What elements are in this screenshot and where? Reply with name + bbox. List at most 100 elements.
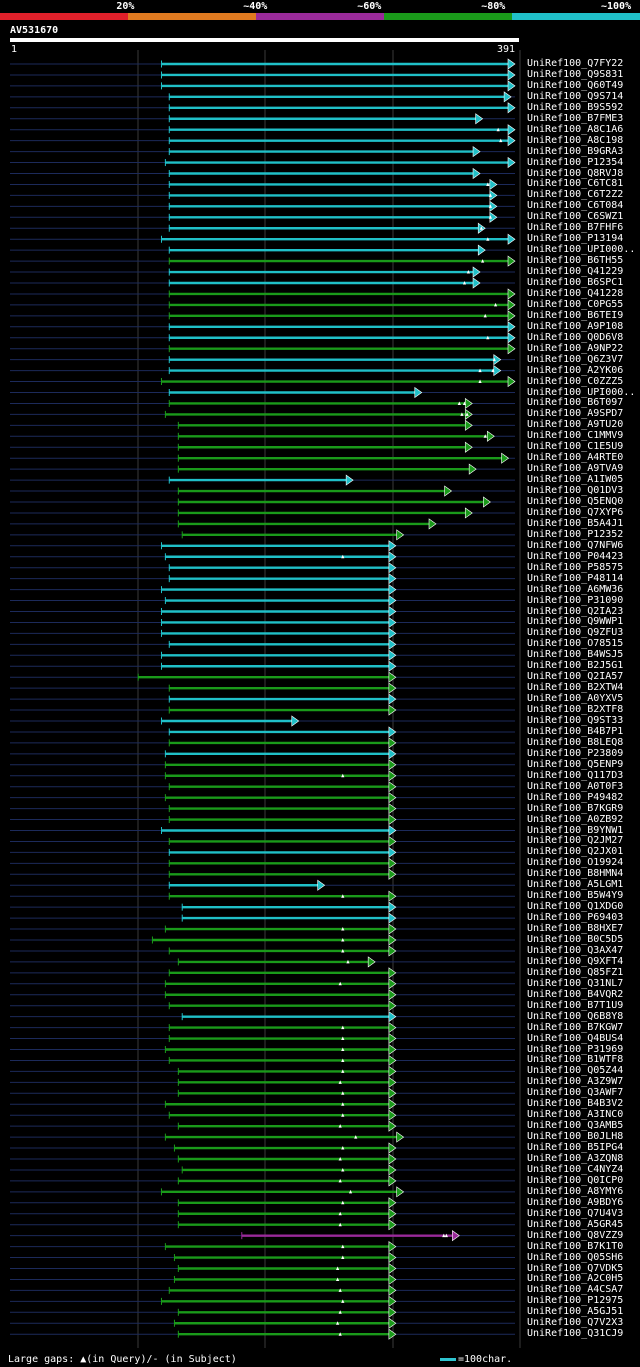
hit-label[interactable]: UniRef100_Q05SH6	[527, 1251, 624, 1263]
hit-label[interactable]: UniRef100_A8YMY6	[527, 1185, 624, 1197]
hit-label[interactable]: UniRef100_B7K1T0	[527, 1240, 624, 1252]
hit-label[interactable]: UniRef100_P58575	[527, 561, 624, 573]
hit-label[interactable]: UniRef100_P48114	[527, 572, 624, 584]
hit-label[interactable]: UniRef100_A4CSA7	[527, 1284, 624, 1296]
hit-label[interactable]: UniRef100_B4B7P1	[527, 725, 624, 737]
hit-label[interactable]: UniRef100_A5LGM1	[527, 879, 624, 891]
hit-label[interactable]: UniRef100_C4NYZ4	[527, 1163, 624, 1175]
hit-label[interactable]: UniRef100_B0JLH8	[527, 1131, 624, 1143]
hit-label[interactable]: UniRef100_B1WTF8	[527, 1054, 624, 1066]
hit-label[interactable]: UniRef100_B8HMN4	[527, 868, 624, 880]
hit-label[interactable]: UniRef100_Q01DV3	[527, 485, 624, 497]
hit-label[interactable]: UniRef100_O78515	[527, 638, 624, 650]
hit-label[interactable]: UniRef100_B9GRA3	[527, 145, 624, 157]
hit-label[interactable]: UniRef100_Q8VZZ9	[527, 1229, 624, 1241]
hit-label[interactable]: UniRef100_B4WSJ5	[527, 649, 624, 661]
hit-label[interactable]: UniRef100_B7FME3	[527, 112, 624, 124]
hit-label[interactable]: UniRef100_P31090	[527, 594, 624, 606]
hit-label[interactable]: UniRef100_A9TVA9	[527, 463, 624, 475]
hit-label[interactable]: UniRef100_B7FHF6	[527, 222, 624, 234]
hit-label[interactable]: UniRef100_Q9ST33	[527, 715, 624, 726]
hit-label[interactable]: UniRef100_B6TH55	[527, 255, 624, 267]
hit-label[interactable]: UniRef100_A9BDY6	[527, 1196, 624, 1208]
hit-label[interactable]: UniRef100_Q7NFW6	[527, 539, 624, 551]
hit-label[interactable]: UniRef100_B5A4J1	[527, 517, 624, 529]
hit-label[interactable]: UniRef100_B5W4Y9	[527, 890, 624, 902]
hit-label[interactable]: UniRef100_UPI000..	[527, 244, 636, 256]
hit-label[interactable]: UniRef100_A0ZB92	[527, 813, 624, 825]
hit-label[interactable]: UniRef100_Q7U4V3	[527, 1207, 624, 1219]
hit-label[interactable]: UniRef100_A9SPD7	[527, 408, 624, 420]
hit-label[interactable]: UniRef100_Q7XYP6	[527, 506, 624, 518]
hit-label[interactable]: UniRef100_O19924	[527, 857, 624, 869]
hit-label[interactable]: UniRef100_A0T0F3	[527, 780, 624, 792]
hit-label[interactable]: UniRef100_C1E5U9	[527, 441, 624, 453]
hit-label[interactable]: UniRef100_A2C0H5	[527, 1273, 624, 1285]
hit-label[interactable]: UniRef100_Q9XFT4	[527, 955, 624, 967]
hit-label[interactable]: UniRef100_Q2IA57	[527, 671, 624, 683]
hit-label[interactable]: UniRef100_Q8RVJ8	[527, 167, 624, 179]
hit-label[interactable]: UniRef100_Q31CJ9	[527, 1328, 624, 1340]
hit-label[interactable]: UniRef100_Q31NL7	[527, 977, 624, 989]
hit-label[interactable]: UniRef100_A6MW36	[527, 583, 624, 595]
hit-label[interactable]: UniRef100_B6SPC1	[527, 277, 624, 288]
hit-label[interactable]: UniRef100_B2XTW4	[527, 682, 624, 694]
hit-label[interactable]: UniRef100_Q7V2X3	[527, 1317, 624, 1329]
hit-label[interactable]: UniRef100_B0C5D5	[527, 934, 624, 945]
hit-label[interactable]: UniRef100_A5GR45	[527, 1218, 624, 1230]
hit-label[interactable]: UniRef100_A3Z9W7	[527, 1076, 624, 1088]
hit-label[interactable]: UniRef100_B2XTF8	[527, 704, 624, 716]
hit-label[interactable]: UniRef100_A9NP22	[527, 342, 624, 354]
hit-label[interactable]: UniRef100_A3INC0	[527, 1109, 624, 1121]
hit-label[interactable]: UniRef100_B7T1U9	[527, 999, 624, 1011]
hit-label[interactable]: UniRef100_Q41228	[527, 287, 624, 299]
hit-label[interactable]: UniRef100_Q0D6V8	[527, 331, 624, 343]
hit-label[interactable]: UniRef100_P12354	[527, 156, 624, 168]
hit-label[interactable]: UniRef100_Q1XDG0	[527, 901, 624, 913]
hit-label[interactable]: UniRef100_C6SWZ1	[527, 211, 624, 223]
hit-label[interactable]: UniRef100_Q117D3	[527, 769, 624, 781]
hit-label[interactable]: UniRef100_P23809	[527, 747, 624, 759]
hit-label[interactable]: UniRef100_UPI000..	[527, 386, 636, 398]
hit-label[interactable]: UniRef100_B6T097	[527, 397, 624, 409]
hit-label[interactable]: UniRef100_A8C1A6	[527, 123, 624, 135]
hit-label[interactable]: UniRef100_A8C198	[527, 134, 624, 146]
hit-label[interactable]: UniRef100_Q2IA23	[527, 605, 624, 617]
hit-label[interactable]: UniRef100_P31969	[527, 1043, 624, 1055]
hit-label[interactable]: UniRef100_Q60T49	[527, 79, 624, 91]
hit-label[interactable]: UniRef100_B5IPG4	[527, 1142, 624, 1154]
hit-label[interactable]: UniRef100_Q9S831	[527, 68, 624, 80]
hit-label[interactable]: UniRef100_Q05Z44	[527, 1065, 624, 1077]
hit-label[interactable]: UniRef100_B4VQR2	[527, 988, 624, 1000]
hit-label[interactable]: UniRef100_C1MMV9	[527, 430, 624, 442]
hit-label[interactable]: UniRef100_A9TU20	[527, 419, 624, 431]
hit-label[interactable]: UniRef100_Q2JX01	[527, 846, 624, 858]
hit-label[interactable]: UniRef100_Q6Z3V7	[527, 353, 624, 365]
hit-label[interactable]: UniRef100_Q41229	[527, 266, 624, 278]
hit-label[interactable]: UniRef100_Q9WWP1	[527, 616, 624, 628]
hit-label[interactable]: UniRef100_A9P108	[527, 320, 624, 332]
hit-label[interactable]: UniRef100_A4RTE0	[527, 452, 624, 464]
hit-label[interactable]: UniRef100_A2YK06	[527, 364, 624, 376]
hit-label[interactable]: UniRef100_Q5ENP9	[527, 758, 624, 770]
hit-label[interactable]: UniRef100_Q9S714	[527, 90, 624, 102]
hit-label[interactable]: UniRef100_Q2JM27	[527, 835, 624, 847]
hit-label[interactable]: UniRef100_B7KGR9	[527, 802, 624, 814]
hit-label[interactable]: UniRef100_P13194	[527, 233, 624, 245]
hit-label[interactable]: UniRef100_Q7VDK5	[527, 1262, 624, 1274]
hit-label[interactable]: UniRef100_C6T2Z2	[527, 189, 624, 201]
hit-label[interactable]: UniRef100_A1IW05	[527, 474, 624, 486]
hit-label[interactable]: UniRef100_A0YXV5	[527, 693, 624, 705]
hit-label[interactable]: UniRef100_B4B3V2	[527, 1098, 624, 1110]
hit-label[interactable]: UniRef100_C0PG55	[527, 298, 624, 310]
hit-label[interactable]: UniRef100_Q6B8Y8	[527, 1010, 624, 1022]
hit-label[interactable]: UniRef100_C0ZZZ5	[527, 375, 624, 387]
hit-label[interactable]: UniRef100_A5GJ51	[527, 1306, 624, 1318]
hit-label[interactable]: UniRef100_B2J5G1	[527, 660, 624, 672]
hit-label[interactable]: UniRef100_Q5ENQ0	[527, 496, 624, 507]
hit-label[interactable]: UniRef100_Q3AX47	[527, 944, 624, 956]
hit-label[interactable]: UniRef100_Q9ZFU3	[527, 627, 624, 639]
hit-label[interactable]: UniRef100_C6T084	[527, 200, 624, 212]
hit-label[interactable]: UniRef100_B9S592	[527, 101, 624, 113]
hit-label[interactable]: UniRef100_Q0ICP0	[527, 1174, 624, 1186]
